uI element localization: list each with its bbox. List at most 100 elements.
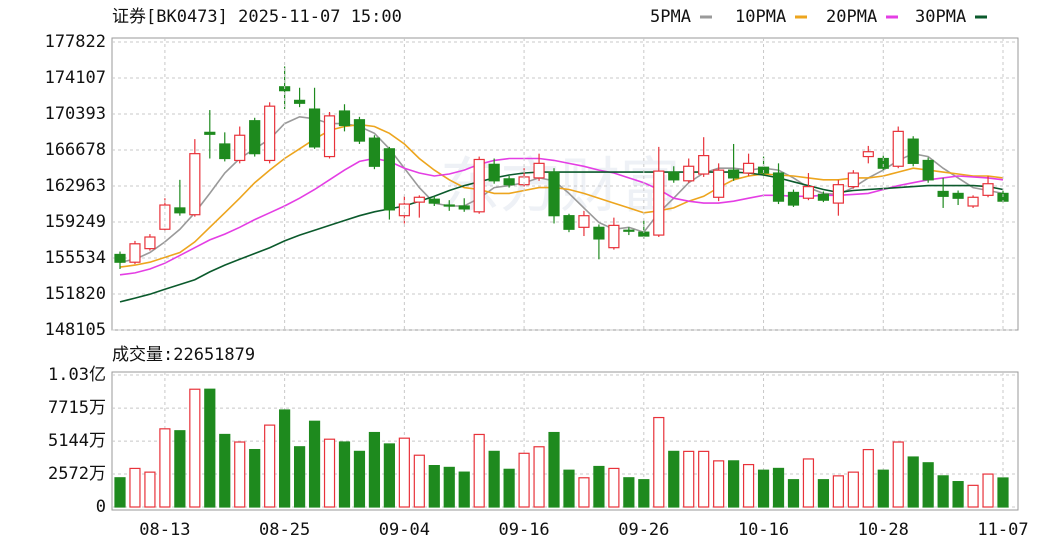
- x-tick-label: 11-07: [977, 520, 1028, 540]
- y-tick-label: 148105: [45, 320, 106, 340]
- y-tick-label: 166678: [45, 140, 106, 160]
- candle-body: [817, 193, 830, 201]
- candle-body: [174, 207, 186, 214]
- candle-body: [862, 151, 874, 158]
- candle-body: [249, 120, 261, 155]
- volume-bar: [548, 431, 560, 508]
- volume-bar: [189, 388, 201, 508]
- y-tick-label: 2572万: [48, 464, 106, 484]
- volume-bar: [249, 448, 261, 508]
- volume-bar: [204, 388, 216, 508]
- volume-bar: [982, 473, 994, 508]
- volume-bar: [234, 441, 246, 508]
- volume-bar: [264, 424, 276, 508]
- volume-bar: [443, 466, 455, 508]
- volume-bar: [308, 420, 321, 508]
- volume-bar: [772, 467, 785, 508]
- volume-bar: [563, 469, 575, 508]
- candle-body: [204, 131, 216, 135]
- volume-bar: [473, 433, 485, 508]
- x-tick-label: 08-13: [139, 520, 190, 540]
- volume-bar: [338, 441, 351, 508]
- candle-body: [189, 153, 201, 216]
- volume-bar: [922, 462, 934, 508]
- y-tick-label: 0: [96, 497, 106, 517]
- x-tick-label: 09-04: [379, 520, 430, 540]
- candle-body: [937, 190, 949, 197]
- y-tick-label: 170393: [45, 104, 106, 124]
- x-tick-label: 10-16: [738, 520, 789, 540]
- y-tick-label: 177822: [45, 32, 106, 52]
- candle-body: [503, 178, 515, 186]
- volume-bar: [832, 475, 844, 508]
- ma-line: [119, 157, 1004, 276]
- candle-body: [398, 203, 410, 217]
- y-tick-label: 174107: [45, 68, 106, 88]
- volume-bar: [757, 469, 770, 508]
- volume-bar: [728, 460, 740, 508]
- volume-bar: [847, 471, 859, 508]
- volume-bar: [967, 484, 979, 508]
- candle-body: [264, 105, 276, 162]
- volume-bar: [952, 481, 964, 508]
- x-tick-label: 09-26: [618, 520, 669, 540]
- volume-bar: [413, 454, 425, 508]
- candle-body: [653, 170, 665, 236]
- volume-bar: [428, 465, 440, 508]
- candle-body: [847, 172, 859, 188]
- volume-bar: [802, 458, 815, 508]
- candle-body: [952, 192, 964, 199]
- candle-body: [787, 191, 800, 206]
- candle-body: [922, 159, 934, 181]
- candle-body: [234, 134, 246, 162]
- y-tick-label: 151820: [45, 284, 106, 304]
- volume-bar: [144, 471, 156, 508]
- volume-bar: [608, 467, 620, 508]
- candle-body: [219, 143, 231, 160]
- candle-body: [338, 110, 351, 127]
- volume-bar: [638, 479, 650, 508]
- candle-body: [772, 172, 785, 202]
- candle-body: [308, 108, 321, 148]
- candle-body: [473, 158, 485, 213]
- volume-title: 成交量:22651879: [112, 345, 255, 365]
- candle-body: [368, 137, 381, 167]
- volume-bar: [398, 437, 410, 508]
- candle-body: [428, 198, 440, 204]
- volume-bar: [668, 450, 680, 508]
- volume-bar: [368, 431, 381, 508]
- candle-body: [353, 119, 366, 142]
- candle-body: [533, 162, 545, 179]
- volume-bar: [293, 446, 306, 508]
- volume-bar: [114, 477, 126, 508]
- x-tick-label: 08-25: [259, 520, 310, 540]
- volume-bar: [503, 468, 515, 508]
- volume-bar: [892, 441, 904, 508]
- candle-body: [144, 236, 156, 250]
- candle-body: [413, 196, 425, 203]
- volume-bar: [907, 456, 919, 508]
- candle-body: [563, 215, 575, 230]
- volume-bar: [817, 479, 830, 508]
- candle-body: [728, 169, 740, 179]
- volume-bar: [174, 430, 186, 508]
- volume-bar: [653, 416, 665, 508]
- candle-body: [683, 165, 695, 182]
- candle-body: [713, 169, 725, 198]
- candle-body: [593, 226, 605, 240]
- candle-body: [443, 204, 455, 207]
- volume-bar: [997, 477, 1009, 508]
- candle-body: [742, 162, 755, 174]
- candle-body: [892, 130, 904, 167]
- volume-bar: [488, 450, 500, 508]
- volume-bar: [219, 433, 231, 508]
- candle-body: [907, 138, 919, 164]
- chart-title: 证券[BK0473] 2025-11-07 15:00: [112, 7, 402, 27]
- legend-label: 5PMA: [650, 7, 691, 27]
- candle-body: [458, 205, 470, 210]
- candle-body: [578, 215, 590, 228]
- legend-label: 30PMA: [915, 7, 966, 27]
- y-tick-label: 7715万: [48, 398, 106, 418]
- candle-body: [668, 171, 680, 181]
